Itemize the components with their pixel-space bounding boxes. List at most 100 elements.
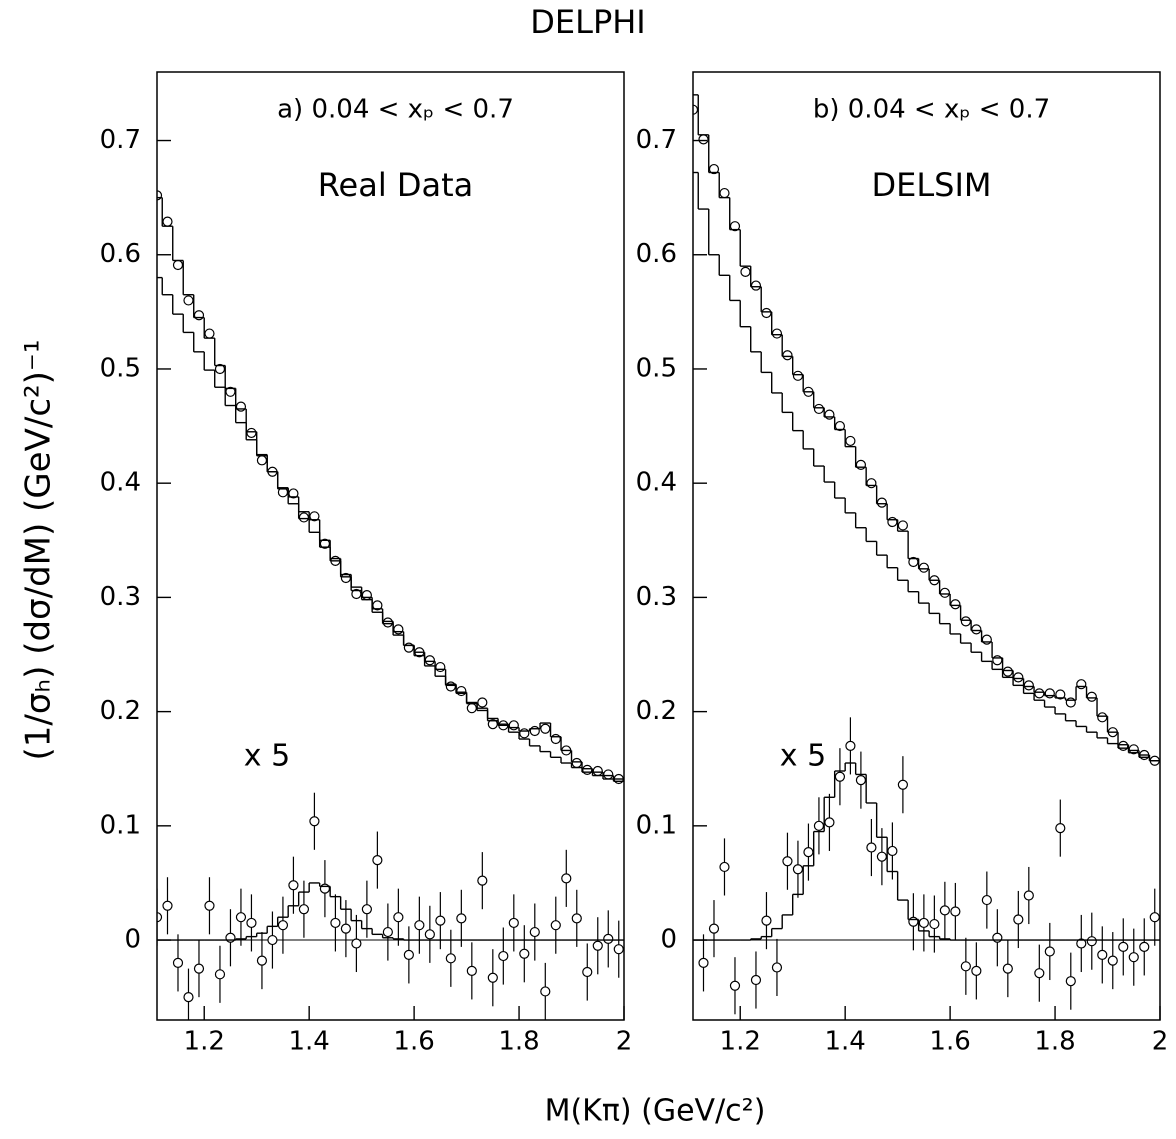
data-point (981, 634, 992, 645)
data-point (277, 920, 289, 931)
data-point (519, 728, 530, 739)
data-point (708, 163, 720, 175)
data-point (981, 894, 992, 906)
data-point (204, 900, 215, 911)
data-point (719, 861, 730, 873)
data-point (1065, 976, 1076, 987)
data-point (813, 820, 825, 831)
panel-frame (156, 71, 625, 1021)
histogram-riser (161, 197, 615, 780)
data-point (351, 938, 362, 949)
x-tick-label: 1.2 (720, 1027, 761, 1057)
y-tick-label: 0.6 (636, 239, 677, 269)
data-point (1044, 946, 1055, 957)
data-point (225, 386, 236, 397)
data-point (267, 934, 278, 946)
data-point (508, 720, 519, 731)
data-point (183, 992, 194, 1003)
data-point (939, 905, 950, 916)
data-point (214, 363, 226, 375)
data-point (698, 134, 709, 145)
data-point (246, 427, 257, 439)
data-point (309, 511, 320, 522)
data-point (1034, 968, 1045, 979)
data-point (950, 906, 961, 917)
data-point (1118, 941, 1129, 953)
data-point (782, 856, 793, 867)
data-point (183, 295, 194, 306)
data-point (225, 932, 236, 943)
data-point (508, 917, 519, 929)
data-point (929, 918, 940, 930)
data-point (592, 940, 603, 951)
data-point (477, 875, 488, 886)
panel-frame (692, 71, 1161, 1021)
y-tick-label: 0.1 (636, 810, 677, 840)
data-point (1044, 688, 1055, 699)
data-point (424, 655, 435, 666)
data-point (761, 915, 772, 926)
x-tick-label: 1.6 (929, 1027, 970, 1057)
data-point (824, 409, 835, 420)
data-point (162, 216, 173, 227)
data-point (445, 953, 456, 964)
y-tick-label: 0.4 (100, 468, 141, 498)
data-point (1086, 691, 1097, 702)
histogram-riser (161, 277, 615, 782)
histogram-riser (235, 882, 405, 941)
x-axis-label: M(Kπ) (GeV/c²) (545, 1094, 766, 1129)
data-point (372, 854, 383, 866)
data-point (256, 455, 268, 466)
data-point (351, 588, 362, 600)
x-tick-label: 1.4 (824, 1027, 865, 1057)
y-tick-label: 0.7 (100, 125, 141, 155)
data-point (235, 401, 247, 412)
data-point (845, 740, 856, 751)
y-tick-label: 0.4 (636, 468, 677, 498)
data-point (719, 187, 730, 199)
data-point (960, 616, 971, 627)
data-point (855, 459, 867, 471)
data-point (561, 873, 572, 884)
x-tick-label: 2 (616, 1027, 633, 1057)
data-point (750, 974, 762, 986)
data-point (193, 963, 205, 974)
data-point (193, 310, 205, 321)
data-point (1139, 941, 1150, 953)
data-point (950, 599, 961, 610)
data-point (1055, 689, 1066, 700)
data-point (824, 817, 835, 828)
y-tick-label: 0.5 (100, 353, 141, 383)
data-point (866, 842, 877, 853)
data-point (172, 957, 184, 968)
data-point (529, 926, 540, 938)
panel-sublabel: Real Data (318, 166, 474, 204)
panel-label: a) 0.04 < xₚ < 0.7 (277, 95, 514, 125)
histogram-riser (697, 94, 1151, 761)
data-point (740, 266, 751, 277)
data-point (918, 917, 929, 929)
histogram-riser (750, 763, 951, 941)
x-tick-label: 1.8 (498, 1027, 539, 1057)
data-point (1086, 936, 1097, 947)
data-point (908, 916, 919, 927)
data-point (157, 912, 163, 923)
y-tick-label: 0.7 (636, 125, 677, 155)
data-point (792, 864, 804, 875)
data-point (693, 104, 699, 115)
y-tick-label: 0.1 (100, 810, 141, 840)
data-point (761, 307, 772, 319)
data-point (855, 775, 867, 786)
data-point (330, 917, 341, 929)
data-point (445, 681, 456, 692)
data-point (603, 769, 614, 780)
data-point (435, 915, 446, 926)
data-point (382, 926, 393, 938)
x-tick-label: 1.6 (393, 1027, 434, 1057)
data-point (571, 757, 582, 769)
data-point (582, 966, 593, 978)
data-point (939, 587, 950, 598)
data-point (382, 617, 393, 628)
data-point (435, 661, 446, 673)
